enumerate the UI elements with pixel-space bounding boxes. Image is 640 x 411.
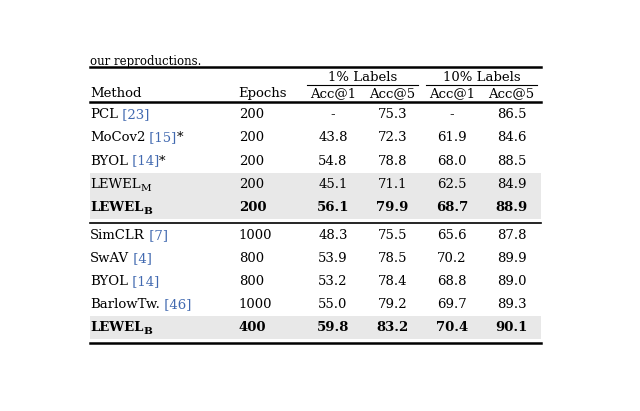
Text: 59.8: 59.8 (317, 321, 349, 334)
Text: LEWEL: LEWEL (90, 321, 143, 334)
Text: 68.7: 68.7 (436, 201, 468, 214)
FancyBboxPatch shape (90, 196, 541, 219)
Text: 78.4: 78.4 (378, 275, 407, 288)
Text: 70.4: 70.4 (436, 321, 468, 334)
Text: M: M (141, 184, 151, 193)
Text: [14]: [14] (128, 275, 159, 288)
Text: 62.5: 62.5 (437, 178, 467, 191)
Text: 1000: 1000 (239, 298, 272, 311)
Text: 45.1: 45.1 (318, 178, 348, 191)
Text: LEWEL: LEWEL (90, 178, 141, 191)
Text: 90.1: 90.1 (495, 321, 528, 334)
Text: 800: 800 (239, 275, 264, 288)
Text: 54.8: 54.8 (318, 155, 348, 168)
Text: 69.7: 69.7 (437, 298, 467, 311)
Text: BYOL: BYOL (90, 155, 128, 168)
Text: Acc@5: Acc@5 (369, 87, 415, 100)
Text: 10% Labels: 10% Labels (443, 71, 520, 84)
Text: 56.1: 56.1 (317, 201, 349, 214)
Text: Epochs: Epochs (239, 87, 287, 100)
Text: 200: 200 (239, 178, 264, 191)
Text: 75.5: 75.5 (378, 229, 407, 242)
Text: 79.2: 79.2 (378, 298, 407, 311)
Text: -: - (450, 109, 454, 121)
Text: 75.3: 75.3 (378, 109, 407, 121)
Text: 78.5: 78.5 (378, 252, 407, 265)
Text: 61.9: 61.9 (437, 132, 467, 144)
Text: 43.8: 43.8 (318, 132, 348, 144)
Text: 83.2: 83.2 (376, 321, 408, 334)
FancyBboxPatch shape (90, 316, 541, 339)
Text: 1000: 1000 (239, 229, 272, 242)
Text: 84.9: 84.9 (497, 178, 526, 191)
Text: 1% Labels: 1% Labels (328, 71, 397, 84)
Text: *: * (177, 132, 183, 144)
Text: 72.3: 72.3 (378, 132, 407, 144)
Text: our reproductions.: our reproductions. (90, 55, 202, 68)
Text: Acc@1: Acc@1 (429, 87, 475, 100)
Text: 79.9: 79.9 (376, 201, 409, 214)
Text: 200: 200 (239, 109, 264, 121)
Text: 65.6: 65.6 (437, 229, 467, 242)
Text: 78.8: 78.8 (378, 155, 407, 168)
Text: 53.2: 53.2 (318, 275, 348, 288)
Text: 200: 200 (239, 201, 266, 214)
Text: 55.0: 55.0 (318, 298, 348, 311)
Text: 200: 200 (239, 132, 264, 144)
Text: [46]: [46] (160, 298, 191, 311)
Text: 400: 400 (239, 321, 266, 334)
Text: 89.0: 89.0 (497, 275, 526, 288)
Text: Acc@5: Acc@5 (488, 87, 534, 100)
Text: [15]: [15] (145, 132, 177, 144)
Text: 48.3: 48.3 (318, 229, 348, 242)
Text: 53.9: 53.9 (318, 252, 348, 265)
Text: SimCLR: SimCLR (90, 229, 145, 242)
Text: 88.5: 88.5 (497, 155, 526, 168)
Text: Method: Method (90, 87, 141, 100)
Text: 70.2: 70.2 (437, 252, 467, 265)
Text: Acc@1: Acc@1 (310, 87, 356, 100)
Text: MoCov2: MoCov2 (90, 132, 145, 144)
Text: 68.8: 68.8 (437, 275, 467, 288)
Text: 89.9: 89.9 (497, 252, 526, 265)
Text: 89.3: 89.3 (497, 298, 526, 311)
Text: BarlowTw.: BarlowTw. (90, 298, 160, 311)
Text: B: B (143, 327, 152, 336)
Text: [4]: [4] (129, 252, 152, 265)
Text: [7]: [7] (145, 229, 168, 242)
Text: SwAV: SwAV (90, 252, 129, 265)
Text: *: * (159, 155, 166, 168)
Text: 71.1: 71.1 (378, 178, 407, 191)
Text: 800: 800 (239, 252, 264, 265)
Text: PCL: PCL (90, 109, 118, 121)
Text: 200: 200 (239, 155, 264, 168)
Text: [23]: [23] (118, 109, 149, 121)
Text: B: B (143, 207, 152, 216)
Text: BYOL: BYOL (90, 275, 128, 288)
Text: 88.9: 88.9 (495, 201, 527, 214)
FancyBboxPatch shape (90, 173, 541, 196)
Text: 84.6: 84.6 (497, 132, 526, 144)
Text: 68.0: 68.0 (437, 155, 467, 168)
Text: 86.5: 86.5 (497, 109, 526, 121)
Text: [14]: [14] (128, 155, 159, 168)
Text: 87.8: 87.8 (497, 229, 526, 242)
Text: LEWEL: LEWEL (90, 201, 143, 214)
Text: -: - (331, 109, 335, 121)
